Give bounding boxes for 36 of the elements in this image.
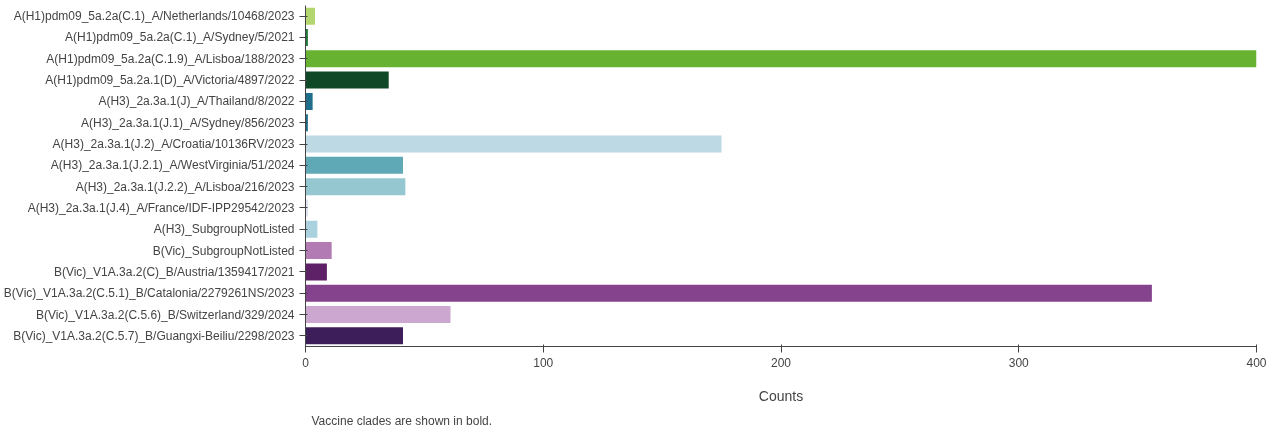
y-tick-label: B(Vic)_V1A.3a.2(C.5.1)_B/Catalonia/2279261NS/2023: [3, 286, 295, 301]
y-tick-label: A(H3)_2a.3a.1(J)_A/Thailand/8/2022: [98, 94, 295, 109]
x-tick-label: 100: [533, 355, 554, 370]
bar: [305, 242, 332, 260]
bar: [305, 306, 451, 324]
bar: [305, 220, 318, 238]
bar: [305, 327, 403, 345]
y-tick-label: B(Vic)_V1A.3a.2(C)_B/Austria/1359417/2021: [53, 264, 295, 279]
bar: [305, 71, 389, 89]
bar: [305, 135, 722, 153]
y-tick-label: A(H1)pdm09_5a.2a(C.1)_A/Netherlands/10468/2023: [13, 9, 295, 24]
y-tick-label: A(H3)_2a.3a.1(J.1)_A/Sydney/856/2023: [81, 115, 295, 130]
bar: [305, 7, 316, 25]
bar: [305, 156, 403, 174]
bar: [305, 284, 1152, 302]
x-tick-label: 300: [1008, 355, 1030, 370]
y-tick-label: A(H1)pdm09_5a.2a(C.1.9)_A/Lisboa/188/2023: [46, 51, 295, 66]
bar: [305, 263, 327, 281]
y-tick-label: A(H1)pdm09_5a.2a.1(D)_A/Victoria/4897/2022: [45, 73, 295, 88]
y-tick-label: B(Vic)_SubgroupNotListed: [152, 243, 295, 258]
x-tick-label: 400: [1246, 355, 1267, 370]
y-tick-label: B(Vic)_V1A.3a.2(C.5.6)_B/Switzerland/329/2024: [35, 307, 295, 322]
y-tick-label: A(H1)pdm09_5a.2a(C.1)_A/Sydney/5/2021: [65, 30, 295, 45]
bar: [305, 178, 406, 196]
y-tick-label: A(H3)_2a.3a.1(J.4)_A/France/IDF-IPP29542/2023: [27, 200, 295, 215]
y-tick-label: A(H3)_2a.3a.1(J.2.1)_A/WestVirginia/51/2024: [50, 158, 295, 173]
y-tick-label: A(H3)_2a.3a.1(J.2)_A/Croatia/10136RV/2023: [52, 137, 295, 152]
y-tick-label: B(Vic)_V1A.3a.2(C.5.7)_B/Guangxi-Beiliu/2298/2023: [13, 328, 295, 343]
y-tick-label: A(H3)_SubgroupNotListed: [153, 222, 295, 237]
x-tick-label: 0: [302, 355, 310, 370]
y-tick-label: A(H3)_2a.3a.1(J.2.2)_A/Lisboa/216/2023: [75, 179, 295, 194]
x-tick-label: 200: [770, 355, 792, 370]
text: Vaccine clades are shown in bold.: [311, 413, 493, 428]
x-axis-title: Counts: [758, 387, 804, 404]
bar: [305, 92, 313, 110]
bar: [305, 50, 1257, 68]
